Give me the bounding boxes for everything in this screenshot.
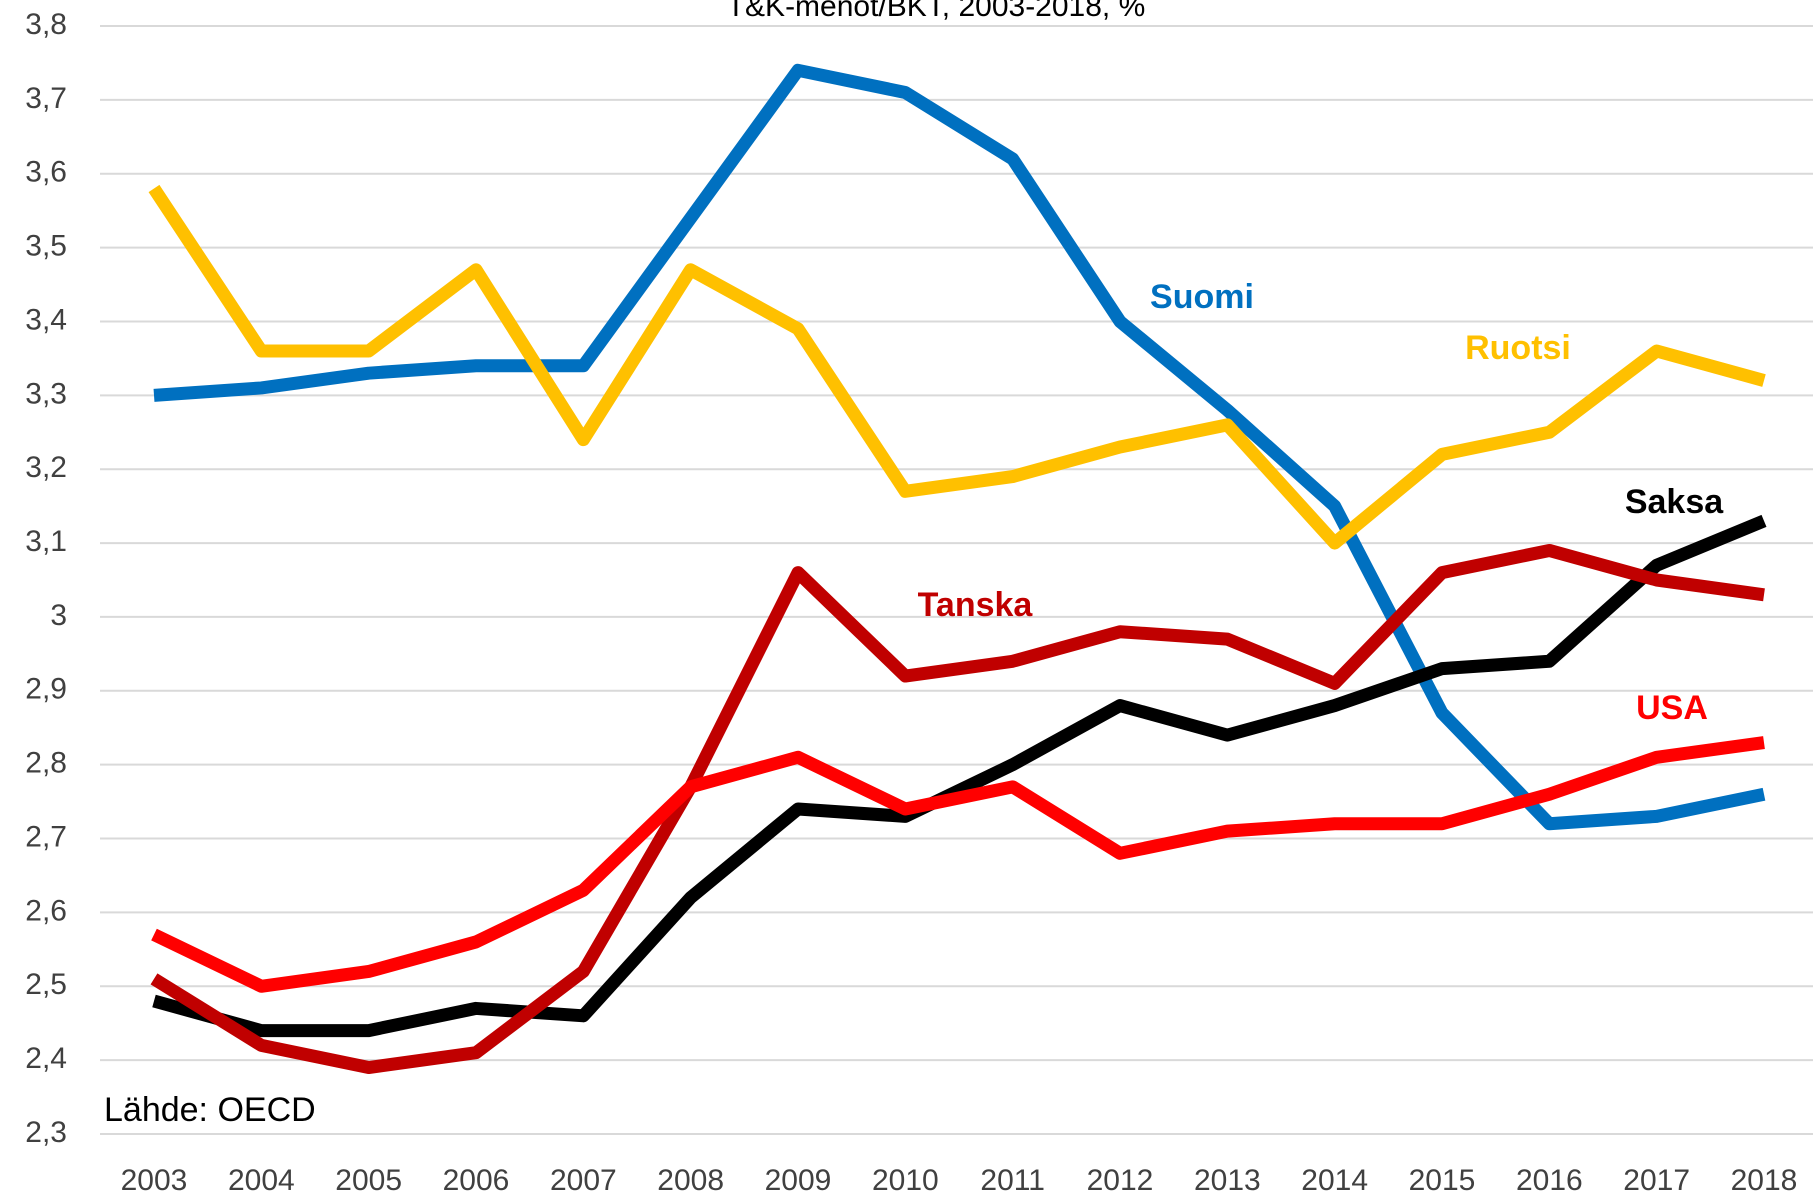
- x-tick-label: 2010: [872, 1164, 939, 1197]
- series-line: [152, 514, 1767, 1038]
- x-tick-label: 2016: [1516, 1164, 1583, 1197]
- x-tick-label: 2005: [335, 1164, 402, 1197]
- y-tick-label: 3,6: [25, 156, 67, 189]
- y-tick-label: 3,1: [25, 525, 67, 558]
- x-tick-label: 2011: [980, 1164, 1045, 1197]
- series-label: Tanska: [918, 586, 1034, 624]
- x-tick-label: 2004: [228, 1164, 295, 1197]
- y-tick-label: 2,9: [25, 673, 67, 706]
- chart-title: T&K-menot/BKT, 2003-2018, %: [727, 0, 1146, 23]
- x-tick-label: 2007: [550, 1164, 617, 1197]
- y-tick-label: 2,3: [25, 1116, 67, 1149]
- series-label: USA: [1636, 689, 1708, 727]
- y-tick-label: 3,8: [25, 8, 67, 41]
- grid: [100, 25, 1813, 1135]
- y-tick-label: 3,5: [25, 230, 67, 263]
- x-tick-label: 2017: [1623, 1164, 1690, 1197]
- x-tick-label: 2015: [1409, 1164, 1476, 1197]
- x-tick-label: 2009: [765, 1164, 832, 1197]
- y-tick-label: 3: [50, 599, 67, 632]
- series-label: Ruotsi: [1465, 329, 1571, 367]
- series-line: [151, 736, 1765, 993]
- y-tick-label: 3,7: [25, 82, 67, 115]
- y-tick-label: 3,4: [25, 303, 67, 336]
- x-tick-label: 2003: [121, 1164, 188, 1197]
- series-line: [153, 63, 1766, 831]
- y-tick-label: 2,4: [25, 1042, 67, 1075]
- y-tick-label: 2,8: [25, 747, 67, 780]
- series-line: [148, 184, 1766, 550]
- series-line: [150, 543, 1765, 1075]
- series-label: Saksa: [1625, 483, 1724, 521]
- y-tick-label: 2,5: [25, 968, 67, 1001]
- x-tick-label: 2013: [1194, 1164, 1261, 1197]
- x-tick-label: 2012: [1087, 1164, 1154, 1197]
- x-tick-label: 2008: [657, 1164, 724, 1197]
- y-tick-label: 2,7: [25, 820, 67, 853]
- x-tick-label: 2006: [443, 1164, 510, 1197]
- y-tick-label: 2,6: [25, 894, 67, 927]
- x-tick-label: 2014: [1301, 1164, 1368, 1197]
- y-tick-label: 3,3: [25, 377, 67, 410]
- x-tick-label: 2018: [1731, 1164, 1798, 1197]
- y-tick-label: 3,2: [25, 451, 67, 484]
- series-label: Suomi: [1150, 278, 1254, 316]
- source-note: Lähde: OECD: [104, 1091, 316, 1129]
